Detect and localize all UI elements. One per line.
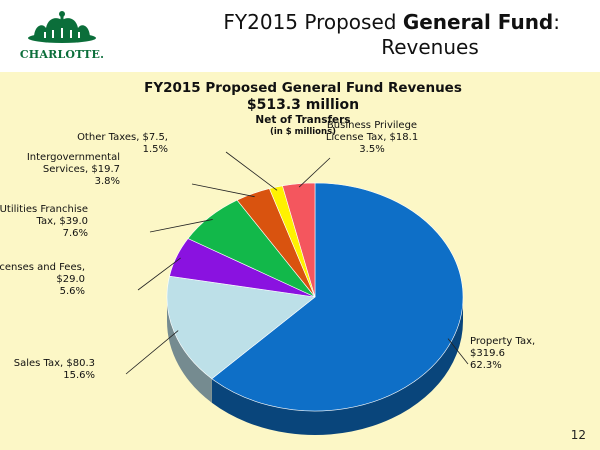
slice-label-line: 3.5% (359, 144, 384, 155)
slice-label-3: Utilities Franchise Tax, $39.0 7.6% (0, 204, 88, 239)
charlotte-logo: CHARLOTTE. (12, 8, 112, 68)
slice-label-line: License Tax, $18.1 (326, 132, 418, 143)
slice-label-line: $29.0 (56, 274, 85, 285)
pie-slice-6 (282, 182, 316, 298)
title-colon: : (553, 10, 560, 34)
pie-slice-1 (166, 275, 316, 380)
slice-label-line: 5.6% (60, 286, 85, 297)
slice-label-line: Services, $19.7 (43, 164, 120, 175)
pie-labels: Property Tax, $319.6 62.3% Sales Tax, $80.3… (0, 120, 535, 381)
leader-line-3 (149, 219, 213, 233)
pie-side-1 (167, 297, 212, 403)
slice-label-6: Business Privilege License Tax, $18.1 3.5% (326, 120, 418, 155)
slice-label-line: Intergovernmental (27, 152, 120, 163)
crown-icon (28, 11, 96, 43)
slice-label-line: Property Tax, (470, 336, 535, 347)
slice-label-line: 1.5% (143, 144, 168, 155)
pie-chart: FY2015 Proposed General Fund Revenues $5… (0, 80, 535, 436)
slice-label-line: 62.3% (470, 360, 502, 371)
leader-line-4 (191, 183, 255, 198)
slice-label-1: Sales Tax, $80.3 15.6% (14, 358, 95, 381)
slice-label-line: 15.6% (63, 370, 95, 381)
chart-subtitle-net: Net of Transfers (255, 114, 350, 126)
leader-line-2 (137, 257, 181, 291)
chart-subtitle-units: (in $ millions) (270, 127, 336, 137)
slice-label-5: Other Taxes, $7.5, 1.5% (77, 132, 168, 155)
pie-side-0 (211, 297, 463, 436)
page-number: 12 (570, 428, 586, 442)
leader-line-1 (125, 330, 179, 375)
slide-title: FY2015 Proposed General Fund: Revenues (180, 10, 560, 60)
pie-depth (167, 297, 463, 436)
slice-label-line: 7.6% (63, 228, 88, 239)
slice-label-line: Tax, $39.0 (36, 216, 88, 227)
chart-title: FY2015 Proposed General Fund Revenues (144, 80, 462, 96)
pie-slice-0 (211, 182, 464, 412)
slice-label-line: Utilities Franchise (0, 204, 88, 215)
slice-label-2: Licenses and Fees, $29.0 5.6% (0, 262, 85, 297)
leader-line-6 (298, 157, 331, 188)
slide-header: CHARLOTTE. FY2015 Proposed General Fund:… (0, 0, 600, 72)
title-plain: FY2015 Proposed (223, 10, 403, 34)
logo-text: CHARLOTTE. (19, 48, 105, 61)
slice-label-line: Sales Tax, $80.3 (14, 358, 95, 369)
slice-label-line: Business Privilege (327, 120, 417, 131)
slice-label-line: Licenses and Fees, (0, 262, 85, 273)
slice-label-line: 3.8% (95, 176, 120, 187)
title-line2: Revenues (381, 35, 479, 59)
slice-label-line: $319.6 (470, 348, 505, 359)
leader-line-5 (225, 151, 278, 191)
leader-line-0 (447, 338, 469, 365)
chart-subtitle: $513.3 million (247, 97, 359, 113)
slice-label-line: Other Taxes, $7.5, (77, 132, 168, 143)
slice-label-0: Property Tax, $319.6 62.3% (470, 336, 535, 371)
pie-slices (166, 182, 464, 412)
slice-label-4: Intergovernmental Services, $19.7 3.8% (27, 152, 120, 187)
pie-leaders (125, 151, 469, 375)
title-bold: General Fund (402, 10, 554, 34)
